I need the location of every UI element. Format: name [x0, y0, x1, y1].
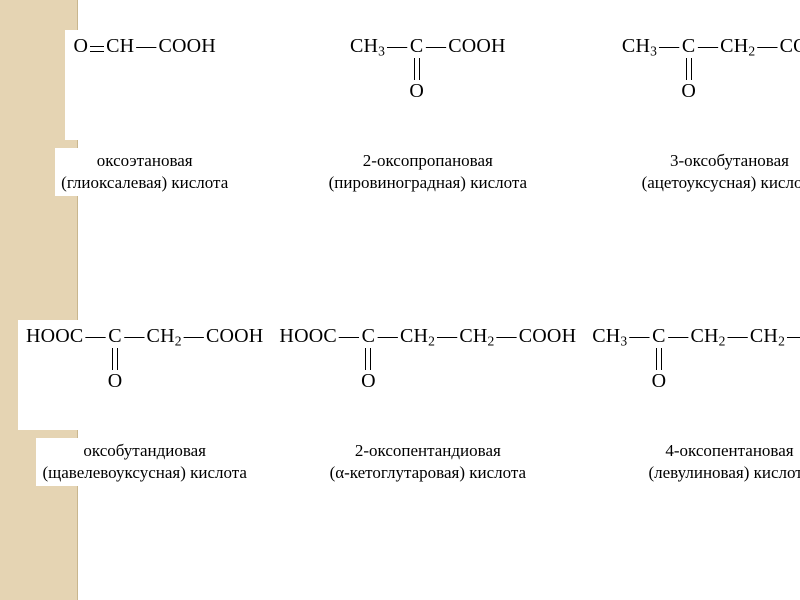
- formula: HOOC—CO—CH2—CH2—COOH: [279, 326, 576, 391]
- compound-label: 4-оксопентановая (левулиновая) кислота: [642, 438, 800, 486]
- name-secondary: (ацетоуксусная) кислота: [642, 172, 800, 194]
- compound-label: оксобутандиовая (щавелевоуксусная) кисло…: [36, 438, 252, 486]
- name-primary: 4-оксопентановая: [648, 440, 800, 462]
- formula-box: HOOC—CO—CH2—COOH: [18, 320, 271, 430]
- formula-box: CH3—CO—COOH: [342, 30, 514, 140]
- formula-box: CH3—CO—CH2—CH2—COOH: [584, 320, 800, 430]
- compound-cell: HOOC—CO—CH2—CH2—COOH 2-оксопентандиовая …: [271, 320, 584, 570]
- formula: CH3—CO—COOH: [350, 36, 506, 101]
- name-primary: 2-оксопропановая: [329, 150, 527, 172]
- compound-label: 3-оксобутановая (ацетоуксусная) кислота: [636, 148, 800, 196]
- compound-cell: CH3—CO—CH2—COOH 3-оксобутановая (ацетоук…: [584, 30, 800, 280]
- formula-box: CH3—CO—CH2—COOH: [614, 30, 800, 140]
- compound-cell: CH3—CO—CH2—CH2—COOH 4-оксопентановая (ле…: [584, 320, 800, 570]
- name-primary: оксобутандиовая: [42, 440, 246, 462]
- formula: OCH—COOH: [73, 36, 216, 57]
- formula: CH3—CO—CH2—CH2—COOH: [592, 326, 800, 391]
- name-primary: оксоэтановая: [61, 150, 228, 172]
- formula-box: HOOC—CO—CH2—CH2—COOH: [271, 320, 584, 430]
- name-primary: 2-оксопентандиовая: [330, 440, 527, 462]
- formula: HOOC—CO—CH2—COOH: [26, 326, 263, 391]
- compound-cell: CH3—CO—COOH 2-оксопропановая (пировиногр…: [271, 30, 584, 280]
- name-secondary: (глиоксалевая) кислота: [61, 172, 228, 194]
- compound-label: оксоэтановая (глиоксалевая) кислота: [55, 148, 234, 196]
- compound-grid: OCH—COOH оксоэтановая (глиоксалевая) кис…: [0, 0, 800, 600]
- compound-cell: OCH—COOH оксоэтановая (глиоксалевая) кис…: [18, 30, 271, 280]
- name-primary: 3-оксобутановая: [642, 150, 800, 172]
- name-secondary: (левулиновая) кислота: [648, 462, 800, 484]
- name-secondary: (щавелевоуксусная) кислота: [42, 462, 246, 484]
- formula: CH3—CO—CH2—COOH: [622, 36, 800, 101]
- formula-box: OCH—COOH: [65, 30, 224, 140]
- compound-label: 2-оксопропановая (пировиноградная) кисло…: [323, 148, 533, 196]
- name-secondary: (α-кетоглутаровая) кислота: [330, 462, 527, 484]
- compound-label: 2-оксопентандиовая (α-кетоглутаровая) ки…: [324, 438, 533, 486]
- compound-cell: HOOC—CO—CH2—COOH оксобутандиовая (щавеле…: [18, 320, 271, 570]
- name-secondary: (пировиноградная) кислота: [329, 172, 527, 194]
